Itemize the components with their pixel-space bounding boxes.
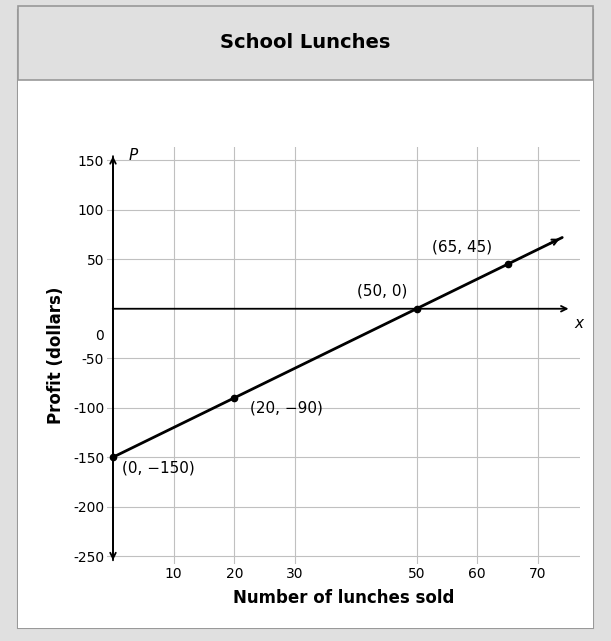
Text: P: P <box>128 148 137 163</box>
Text: (65, 45): (65, 45) <box>433 239 492 254</box>
Text: x: x <box>574 316 584 331</box>
Text: (20, −90): (20, −90) <box>249 401 323 415</box>
Y-axis label: Profit (dollars): Profit (dollars) <box>46 287 65 424</box>
Text: (50, 0): (50, 0) <box>357 284 408 299</box>
Text: 0: 0 <box>95 329 104 342</box>
Text: (0, −150): (0, −150) <box>122 460 195 475</box>
X-axis label: Number of lunches sold: Number of lunches sold <box>233 589 455 607</box>
Text: School Lunches: School Lunches <box>221 33 390 53</box>
